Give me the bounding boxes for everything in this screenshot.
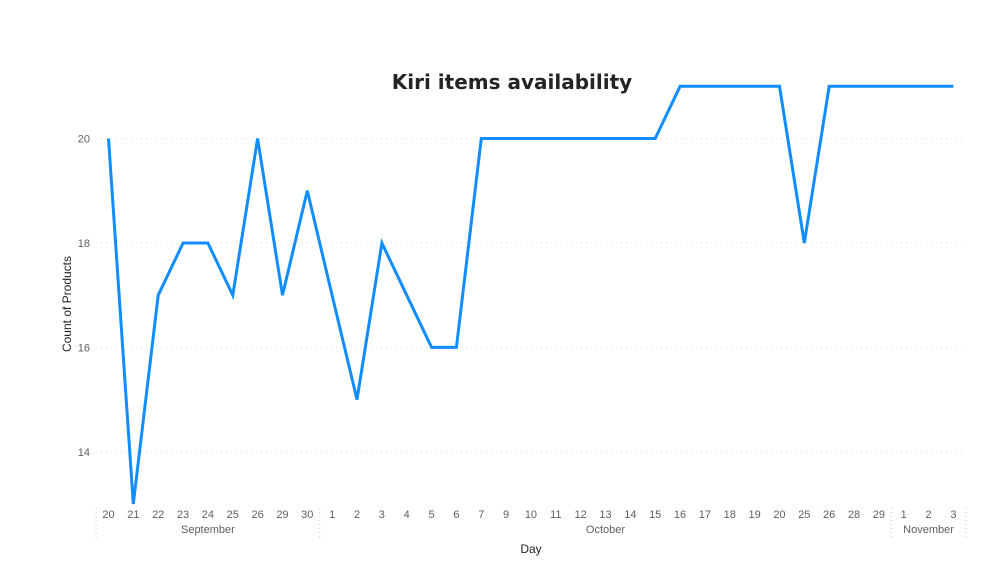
x-tick-label: 29 (276, 509, 288, 521)
x-tick-label: 15 (649, 509, 661, 521)
x-tick-label: 2 (354, 509, 360, 521)
x-tick-label: 3 (379, 509, 385, 521)
y-axis-ticks: 14 16 18 20 (78, 134, 90, 459)
x-tick-label: 22 (152, 509, 164, 521)
series-line (107, 84, 954, 505)
x-tick-label: 20 (102, 509, 114, 521)
x-tick-label: 11 (550, 509, 561, 521)
x-tick-label: 3 (950, 509, 956, 521)
x-tick-label: 24 (202, 509, 214, 521)
x-tick-label: 18 (724, 509, 736, 521)
x-tick-label: 25 (227, 509, 239, 521)
x-tick-label: 2 (925, 509, 931, 521)
x-axis-ticks: 20 21 22 23 24 25 26 29 30 1 2 3 4 5 6 7 9 10 11 12 13 14 15 16… (102, 509, 956, 521)
y-tick-label: 16 (78, 342, 90, 354)
gridlines (96, 138, 962, 453)
x-tick-label: 28 (848, 509, 860, 521)
x-tick-label: 12 (575, 509, 587, 521)
month-label: September (181, 524, 235, 536)
series-layer (107, 84, 954, 505)
x-tick-label: 26 (823, 509, 835, 521)
x-tick-label: 29 (873, 509, 885, 521)
x-tick-label: 19 (748, 509, 760, 521)
chart-title: Kiri items availability (392, 70, 632, 94)
x-tick-label: 10 (525, 509, 537, 521)
x-tick-label: 20 (773, 509, 785, 521)
x-tick-label: 16 (674, 509, 686, 521)
x-tick-label: 17 (699, 509, 711, 521)
y-tick-label: 20 (78, 134, 90, 146)
x-tick-label: 7 (478, 509, 484, 521)
x-axis-label: Day (520, 542, 541, 556)
month-label: October (586, 524, 625, 536)
y-axis-label: Count of Products (60, 256, 74, 352)
x-tick-label: 26 (251, 509, 263, 521)
x-tick-label: 1 (901, 509, 907, 521)
x-tick-label: 5 (428, 509, 434, 521)
y-tick-label: 14 (78, 447, 90, 459)
x-tick-label: 13 (599, 509, 611, 521)
x-tick-label: 30 (301, 509, 313, 521)
y-tick-label: 18 (78, 238, 90, 250)
x-tick-label: 14 (624, 509, 636, 521)
month-label: November (903, 524, 954, 536)
x-tick-label: 25 (798, 509, 810, 521)
month-labels: September October November (95, 508, 967, 540)
x-tick-label: 23 (177, 509, 189, 521)
x-tick-label: 6 (453, 509, 459, 521)
x-tick-label: 4 (404, 509, 410, 521)
x-tick-label: 21 (127, 509, 139, 521)
x-tick-label: 1 (329, 509, 335, 521)
x-tick-label: 9 (503, 509, 509, 521)
